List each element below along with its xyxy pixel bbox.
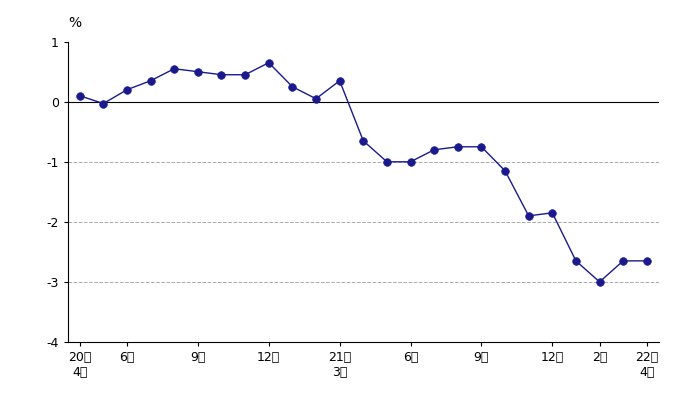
Text: %: % (68, 16, 81, 30)
